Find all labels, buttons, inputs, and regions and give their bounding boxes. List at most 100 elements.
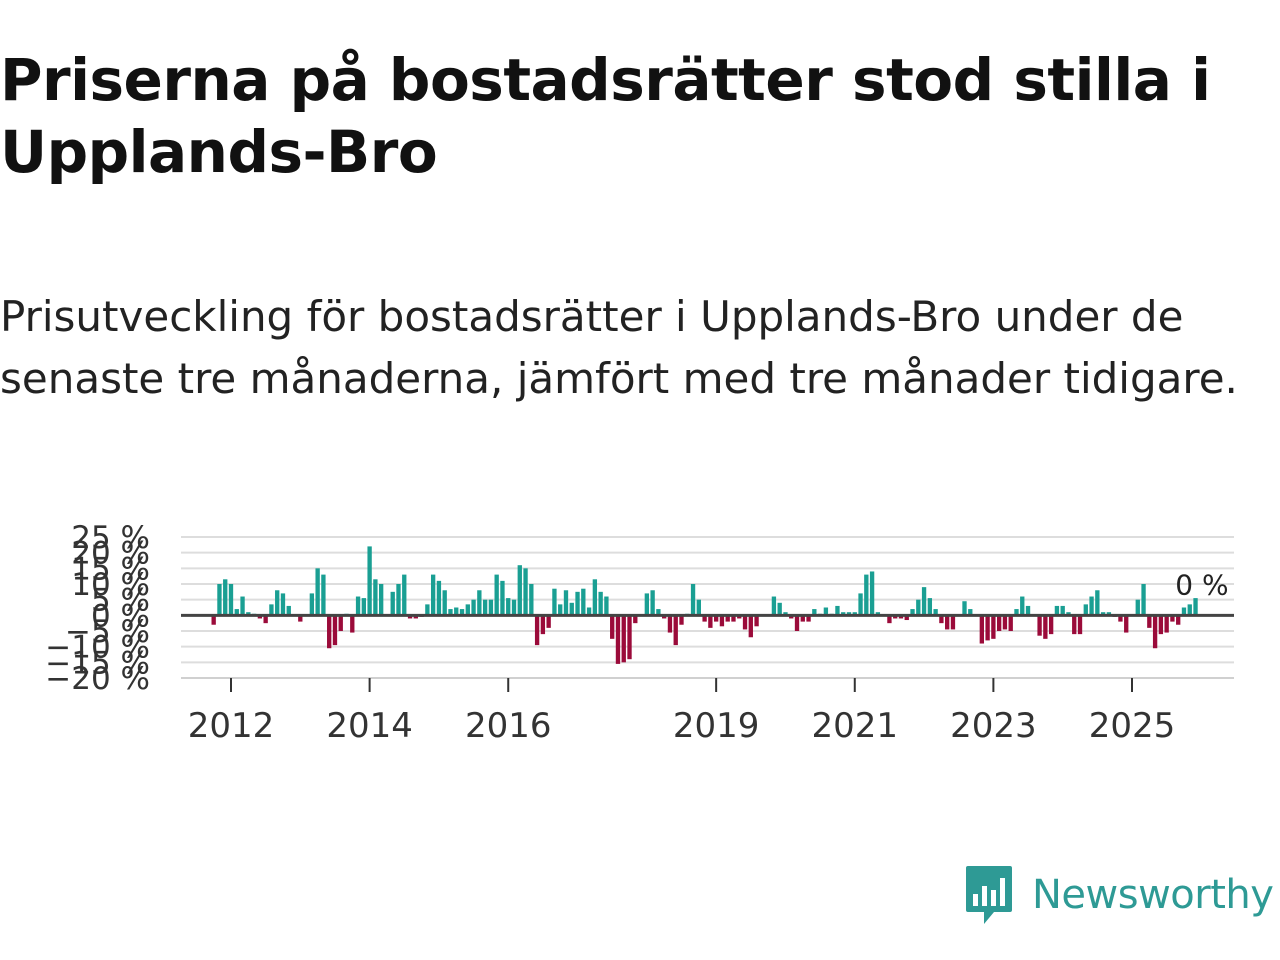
bar [581,588,586,616]
bar [309,593,315,616]
grid-lines [181,536,1234,679]
bar [806,615,811,622]
bar [482,599,488,616]
bar [893,615,898,619]
y-tick-label: −15 % [45,645,150,681]
x-tick-label: 2014 [326,706,413,746]
bar [430,574,436,616]
bar [748,615,753,638]
bar [286,605,291,616]
bar-chart: −20 %−15 %−10 %−5 %0 %5 %10 %15 %20 %25 … [45,520,1234,746]
bar [402,574,407,616]
bar [846,612,852,616]
bar [783,612,788,616]
x-tick-label: 2025 [1089,706,1176,746]
x-tick-label: 2021 [812,706,899,746]
y-tick-label: 10 % [71,567,150,603]
bar [1135,599,1140,616]
bar [390,591,395,616]
bar [529,584,534,616]
y-tick-label: −5 % [65,614,150,650]
bar [425,604,430,616]
bar [887,615,892,624]
bar [1106,612,1112,616]
bar [754,615,759,627]
bar [1176,615,1181,625]
bar [904,615,909,621]
bar [517,565,522,616]
bar [1089,596,1094,616]
bar [621,615,626,663]
bar [679,615,684,625]
bar [696,599,701,616]
bar [610,615,615,639]
bar [540,615,546,635]
bar [1158,615,1164,635]
y-tick-label: 0 % [91,598,150,634]
bar [246,612,251,616]
bar [1066,612,1071,616]
chart-title: Priserna på bostadsrätter stod stilla i … [0,46,1211,186]
bar [1014,609,1019,616]
bar [800,615,805,622]
bar [1152,615,1158,649]
bar [1095,590,1100,616]
bar [488,599,494,616]
bar [321,574,326,616]
y-tick-label: 15 % [71,551,150,587]
bar [1002,615,1008,630]
chart-subtitle: Prisutveckling för bostadsrätter i Uppla… [0,292,1238,403]
annotations: 0 % [1175,568,1228,601]
bar [921,587,927,616]
bar [916,599,921,616]
bar [1118,615,1123,622]
bar [413,615,418,619]
bar [991,615,996,639]
bar [448,609,453,616]
y-tick-label: 25 % [71,520,150,556]
bar [1141,584,1146,616]
bar [586,607,592,616]
newsworthy-logo-icon [966,866,1012,924]
y-axis-ticks: −20 %−15 %−10 %−5 %0 %5 %10 %15 %20 %25 … [45,520,150,697]
bar [1037,615,1042,636]
brand-logo: Newsworthy [964,864,1274,926]
bar [633,615,638,624]
bar [240,596,245,616]
bar [523,568,528,616]
bar [615,615,621,664]
bar [725,615,730,622]
bar [379,584,384,616]
bar [731,615,736,622]
bar [985,615,990,641]
bar [667,615,673,633]
bar [933,609,938,616]
bar [864,574,869,616]
bar [841,612,846,616]
bar [575,591,580,616]
bar [367,546,372,616]
bar [534,615,540,646]
bar [269,604,274,616]
bar [1060,605,1065,616]
bar [962,601,967,616]
bar [662,615,667,619]
last-value-label: 0 % [1175,568,1228,601]
bar [546,615,551,628]
x-tick-label: 2012 [188,706,275,746]
bar [1020,596,1025,616]
bar [315,568,320,616]
x-tick-label: 2023 [950,706,1037,746]
bar [327,615,332,649]
bars [211,546,1198,664]
bar [407,615,413,619]
y-tick-label: 20 % [71,536,150,572]
bar [979,615,984,644]
bar [968,609,973,616]
bar [1077,615,1083,635]
bar [777,602,782,616]
bar [558,604,563,616]
bar [563,590,569,616]
bar [673,615,678,646]
bar [713,615,719,622]
